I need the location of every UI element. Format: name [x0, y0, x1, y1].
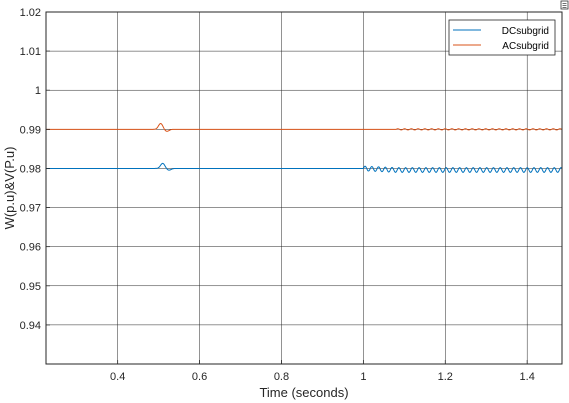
series-line-acsubgrid: [46, 122, 563, 132]
plot-area: [46, 12, 562, 364]
y-tick-label: 0.94: [20, 320, 41, 332]
x-tick-label: 1.4: [520, 371, 535, 383]
y-tick-label: 0.96: [20, 242, 41, 254]
x-tick-label: 0.4: [110, 371, 125, 383]
plot-border: [45, 11, 563, 365]
x-axis-ticks: 0.4 0.6 0.8 1 1.2 1.4: [110, 360, 535, 383]
y-axis-ticks: 0.94 0.95 0.96 0.97 0.98 0.99 1 1.01 1.02: [20, 7, 50, 332]
y-tick-label: 1: [35, 85, 41, 97]
x-tick-label: 0.6: [192, 371, 207, 383]
x-tick-label: 1.2: [438, 371, 453, 383]
series-layer: [46, 122, 563, 173]
legend-box: [448, 19, 556, 56]
x-axis-label: Time (seconds): [259, 385, 348, 400]
y-tick-label: 1.02: [20, 7, 41, 19]
legend-label-dcsubgrid: DCsubgrid: [502, 26, 549, 37]
legend-label-acsubgrid: ACsubgrid: [502, 41, 549, 52]
figure-toolbar-icon[interactable]: [560, 0, 569, 10]
y-tick-label: 0.98: [20, 163, 41, 175]
y-tick-label: 0.95: [20, 281, 41, 293]
y-tick-label: 0.99: [20, 124, 41, 136]
y-axis-label: W(p.u)&V(P.u): [2, 147, 17, 230]
x-tick-label: 1: [360, 371, 366, 383]
y-tick-label: 1.01: [20, 46, 41, 58]
x-tick-label: 0.8: [274, 371, 289, 383]
legend: DCsubgrid ACsubgrid: [448, 19, 556, 56]
series-line-dcsubgrid: [46, 162, 563, 173]
y-tick-label: 0.97: [20, 203, 41, 215]
